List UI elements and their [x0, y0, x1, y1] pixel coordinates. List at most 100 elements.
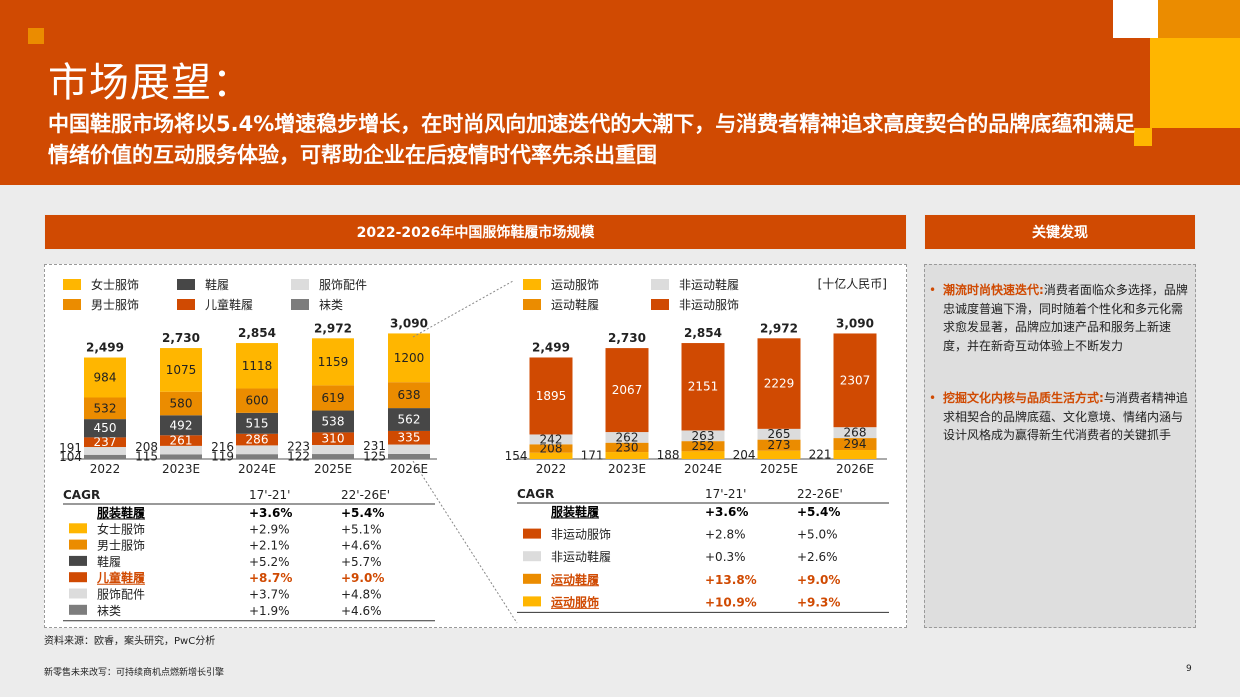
- data-label: 1200: [394, 351, 425, 365]
- cagr-header: CAGR: [63, 488, 100, 502]
- cagr-value: +2.1%: [249, 539, 290, 553]
- chart-panel: 女士服饰 鞋履 服饰配件 男士服饰 儿童鞋履 袜类 运动服饰 非运动鞋履 运动鞋履 非运动服饰 [十…: [44, 264, 907, 628]
- data-label: 492: [170, 418, 193, 432]
- cagr-value: +8.7%: [249, 571, 292, 585]
- bar-segment: [84, 447, 126, 455]
- bar-segment: [312, 338, 354, 386]
- cagr-header: CAGR: [517, 487, 554, 501]
- total-label: 2,730: [162, 331, 200, 345]
- total-label: 2,972: [314, 321, 352, 335]
- cagr-value: +2.9%: [249, 522, 290, 536]
- data-label: 231: [363, 439, 386, 453]
- bar-segment: [388, 444, 430, 454]
- cagr-row-label: 男士服饰: [97, 539, 145, 553]
- legend-label: 非运动服饰: [679, 298, 739, 312]
- bar-segment: [84, 397, 126, 420]
- data-label: 1118: [242, 359, 273, 373]
- legend-swatch: [523, 279, 541, 290]
- data-label: 223: [287, 440, 310, 454]
- cagr-swatch: [523, 551, 541, 562]
- category-label: 2022: [90, 462, 121, 476]
- cagr-value: +2.8%: [705, 528, 746, 542]
- legend-label: 男士服饰: [91, 298, 139, 312]
- cagr-value: +5.2%: [249, 555, 290, 569]
- category-label: 2023E: [162, 462, 200, 476]
- cagr-swatch: [69, 572, 87, 583]
- total-label: 2,499: [532, 340, 570, 354]
- bar-segment: [681, 451, 725, 459]
- bar-segment: [312, 444, 354, 455]
- data-label: 2307: [840, 373, 871, 387]
- bar-segment: [529, 434, 573, 445]
- bar-segment: [312, 454, 354, 459]
- cagr-value: +2.6%: [797, 550, 838, 564]
- key-findings-title: 关键发现: [924, 214, 1196, 250]
- data-label: 104: [59, 450, 82, 464]
- total-label: 3,090: [836, 316, 874, 330]
- legend-swatch: [291, 299, 309, 310]
- total-label: 2,972: [760, 321, 798, 335]
- legend-swatch: [63, 279, 81, 290]
- data-label: 2067: [612, 383, 643, 397]
- data-label: 1159: [318, 355, 349, 369]
- bar-segment: [160, 445, 202, 455]
- cagr-row-label: 服装鞋履: [97, 505, 146, 520]
- total-label: 2,730: [608, 331, 646, 345]
- bar-segment: [605, 452, 649, 459]
- data-label: 191: [59, 441, 82, 455]
- cagr-value: +5.7%: [341, 555, 382, 569]
- data-label: 515: [246, 416, 269, 430]
- cagr-row-label: 服装鞋履: [551, 504, 600, 519]
- legend-label: 儿童鞋履: [205, 297, 253, 312]
- bar-segment: [236, 454, 278, 459]
- cagr-swatch: [69, 588, 87, 599]
- cagr-swatch: [69, 555, 87, 566]
- deco-square-yellow: [1150, 38, 1240, 128]
- data-label: 1075: [166, 363, 197, 377]
- page-subtitle: 中国鞋服市场将以5.4%增速稳步增长，在时尚风向加速迭代的大潮下，与消费者精神追…: [48, 112, 1136, 167]
- data-label: 242: [540, 432, 563, 446]
- bar-segment: [236, 343, 278, 389]
- bar-segment: [236, 433, 278, 446]
- bar-segment: [757, 439, 801, 451]
- data-label: 273: [768, 438, 791, 452]
- category-label: 2025E: [314, 462, 352, 476]
- cagr-value: +9.3%: [797, 595, 840, 609]
- legend-swatch: [651, 299, 669, 310]
- bar-segment: [681, 441, 725, 452]
- data-label: 619: [322, 391, 345, 405]
- bar-segment: [160, 391, 202, 416]
- finding-highlight: 潮流时尚快速迭代:: [943, 283, 1044, 297]
- bar-segment: [757, 338, 801, 429]
- cagr-value: +5.4%: [797, 505, 840, 519]
- cagr-row-label: 运动鞋履: [551, 572, 600, 587]
- data-label: 188: [657, 448, 680, 462]
- data-label: 221: [809, 448, 832, 462]
- category-label: 2026E: [390, 462, 428, 476]
- data-label: 450: [94, 421, 117, 435]
- bar-segment: [388, 453, 430, 459]
- page-number: 9: [1186, 664, 1192, 674]
- bullet-icon: •: [929, 283, 937, 297]
- data-label: 115: [135, 450, 158, 464]
- category-label: 2023E: [608, 462, 646, 476]
- category-label: 2024E: [684, 462, 722, 476]
- cagr-row-label: 非运动鞋履: [551, 549, 611, 564]
- data-label: 204: [733, 448, 756, 462]
- legend-swatch: [177, 279, 195, 290]
- source-note: 资料来源：欧睿，案头研究，PwC分析: [44, 636, 216, 647]
- data-label: 1895: [536, 389, 567, 403]
- bar-segment: [236, 445, 278, 455]
- cagr-swatch: [69, 539, 87, 550]
- legend-label: 女士服饰: [91, 277, 139, 292]
- total-label: 3,090: [390, 316, 428, 330]
- bar-segment: [388, 430, 430, 445]
- data-label: 262: [616, 430, 639, 444]
- data-label: 252: [692, 439, 715, 453]
- data-label: 580: [170, 397, 193, 411]
- cagr-swatch: [69, 523, 87, 534]
- legend-label: 服饰配件: [319, 278, 367, 292]
- data-label: 638: [398, 388, 421, 402]
- category-label: 2022: [536, 462, 567, 476]
